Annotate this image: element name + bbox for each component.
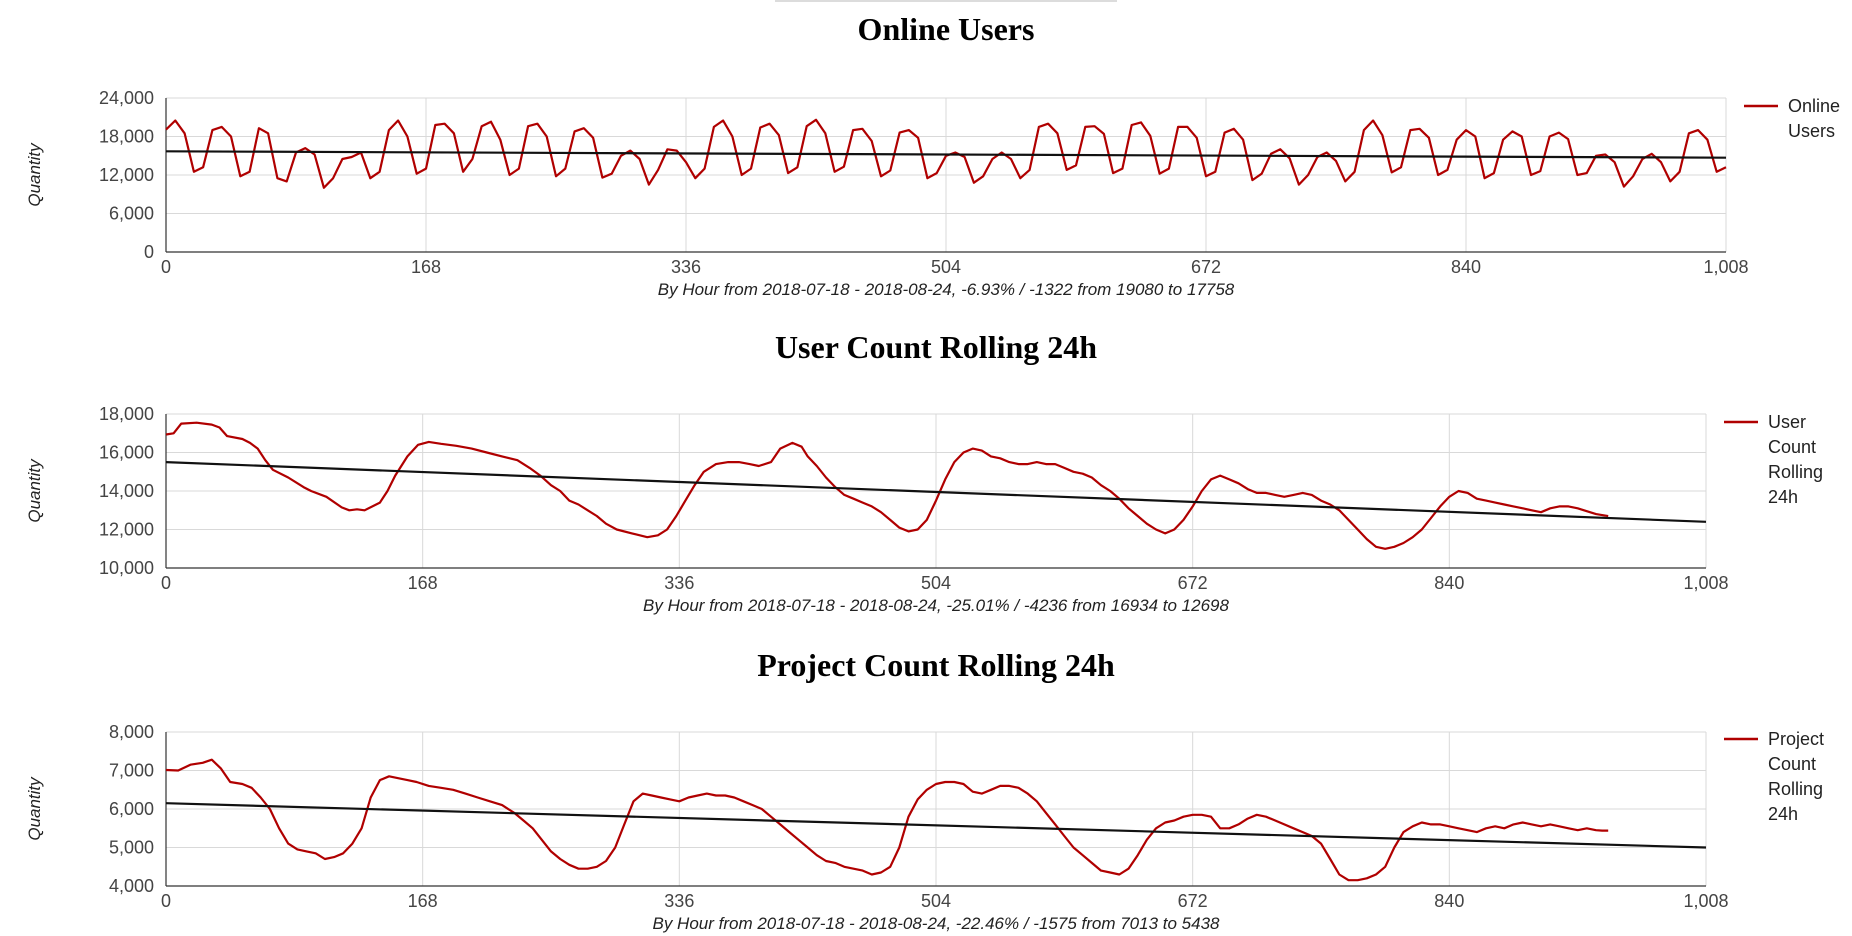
- x-tick-label: 1,008: [1683, 573, 1728, 593]
- y-tick-label: 12,000: [99, 520, 154, 540]
- x-tick-label: 840: [1451, 257, 1481, 277]
- legend-label: User Count Rolling 24h: [1768, 412, 1823, 507]
- trend-line: [165, 150, 1727, 159]
- y-axis-label: Quantity: [25, 776, 44, 841]
- x-tick-label: 168: [408, 573, 438, 593]
- x-axis-label: By Hour from 2018-07-18 - 2018-08-24, -2…: [652, 914, 1220, 933]
- x-tick-label: 336: [671, 257, 701, 277]
- series-line: [165, 421, 1609, 550]
- y-tick-label: 6,000: [109, 204, 154, 224]
- x-tick-label: 840: [1434, 573, 1464, 593]
- y-tick-label: 8,000: [109, 722, 154, 742]
- y-tick-label: 0: [144, 242, 154, 262]
- y-tick-label: 10,000: [99, 558, 154, 578]
- y-tick-label: 6,000: [109, 799, 154, 819]
- chart-title: User Count Rolling 24h: [775, 329, 1097, 365]
- x-tick-label: 672: [1191, 257, 1221, 277]
- x-tick-label: 504: [931, 257, 961, 277]
- y-tick-label: 4,000: [109, 876, 154, 896]
- x-tick-label: 504: [921, 573, 951, 593]
- x-tick-label: 0: [161, 891, 171, 911]
- y-tick-label: 5,000: [109, 838, 154, 858]
- y-tick-label: 7,000: [109, 761, 154, 781]
- x-tick-label: 336: [664, 891, 694, 911]
- y-tick-label: 16,000: [99, 443, 154, 463]
- y-axis-label: Quantity: [25, 458, 44, 523]
- series-line: [165, 118, 1727, 189]
- y-tick-label: 18,000: [99, 404, 154, 424]
- y-tick-label: 18,000: [99, 127, 154, 147]
- trend-line: [165, 802, 1707, 849]
- x-tick-label: 0: [161, 573, 171, 593]
- x-tick-label: 168: [408, 891, 438, 911]
- chart-title: Project Count Rolling 24h: [757, 647, 1115, 683]
- x-tick-label: 1,008: [1683, 891, 1728, 911]
- x-tick-label: 504: [921, 891, 951, 911]
- x-tick-label: 672: [1178, 573, 1208, 593]
- x-tick-label: 840: [1434, 891, 1464, 911]
- trend-line: [165, 461, 1707, 523]
- y-axis-label: Quantity: [25, 142, 44, 207]
- x-axis-label: By Hour from 2018-07-18 - 2018-08-24, -6…: [658, 280, 1235, 299]
- x-tick-label: 336: [664, 573, 694, 593]
- legend-label: Online Users: [1788, 96, 1840, 141]
- series-line: [165, 758, 1609, 882]
- legend-label: Project Count Rolling 24h: [1768, 729, 1824, 824]
- x-tick-label: 168: [411, 257, 441, 277]
- y-tick-label: 24,000: [99, 88, 154, 108]
- chart-title: Online Users: [858, 11, 1035, 47]
- x-tick-label: 672: [1178, 891, 1208, 911]
- y-tick-label: 14,000: [99, 481, 154, 501]
- top-divider: [775, 0, 1117, 2]
- y-tick-label: 12,000: [99, 165, 154, 185]
- x-axis-label: By Hour from 2018-07-18 - 2018-08-24, -2…: [643, 596, 1229, 615]
- x-tick-label: 1,008: [1703, 257, 1748, 277]
- x-tick-label: 0: [161, 257, 171, 277]
